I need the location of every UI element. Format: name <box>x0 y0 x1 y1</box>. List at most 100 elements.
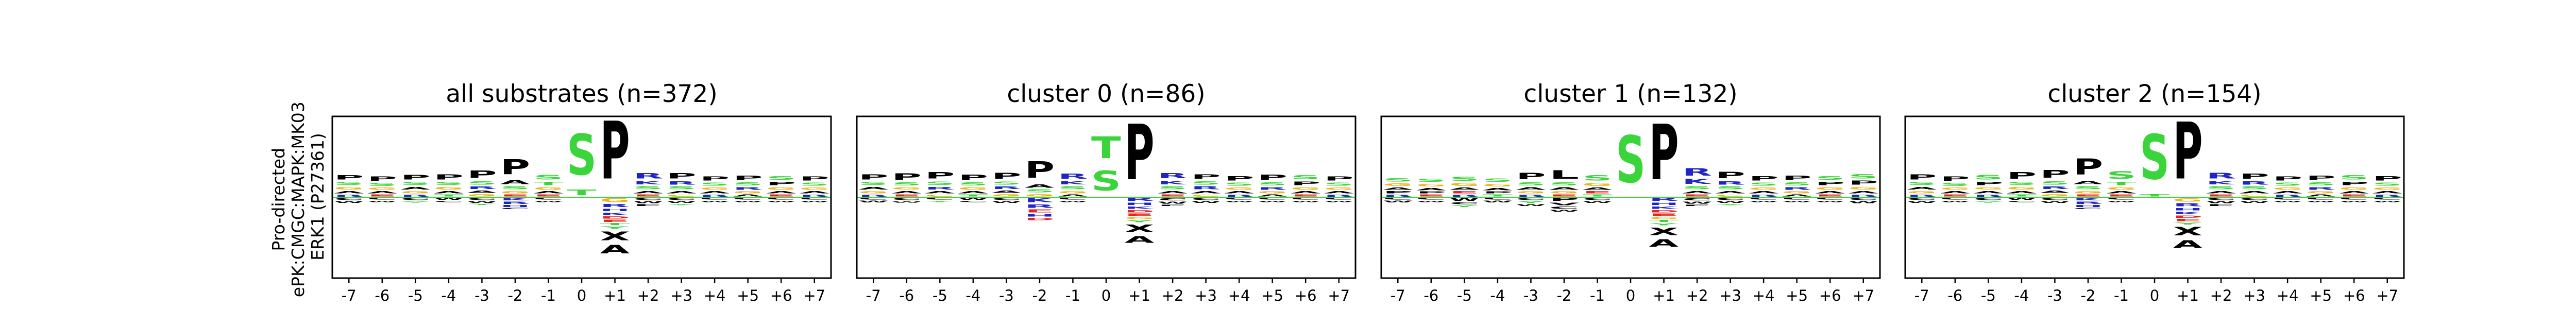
logo-letter: W <box>434 197 464 200</box>
x-tick-label: +4 <box>2277 287 2299 304</box>
logo-letter: P <box>2372 175 2402 182</box>
logo-letter: G <box>1749 187 1778 191</box>
logo-letter: C <box>1324 197 1354 200</box>
logo-letter: W <box>2106 200 2136 202</box>
panel-letters: RPAGSCWEPAGSCWREAGSWCYTPAGSCWRGASPCYWEGA… <box>1383 116 1878 249</box>
logo-letter: H <box>1025 214 1055 217</box>
x-tick-label: +4 <box>704 287 726 304</box>
logo-letter: W <box>1907 201 1937 203</box>
x-tick-label: -5 <box>933 287 947 304</box>
logo-letter: S <box>434 181 464 186</box>
logo-letter: G <box>1449 182 1479 187</box>
logo-letter: R <box>2240 180 2269 185</box>
x-tick-label: -6 <box>375 287 389 304</box>
logo-letter: C <box>2206 197 2236 201</box>
logo-letter: S <box>1582 174 1612 182</box>
logo-letter: C <box>500 208 530 210</box>
x-tick-label: -6 <box>1947 287 1962 304</box>
logo-letter: X <box>1649 226 1679 237</box>
logo-letter: S <box>766 175 796 181</box>
logo-letter: W <box>1682 201 1712 204</box>
logo-letter: P <box>1224 175 1254 182</box>
x-tick-label: -7 <box>342 287 357 304</box>
logo-letter: P <box>367 176 397 182</box>
logo-letter: S <box>1025 189 1055 194</box>
logo-letter: C <box>1907 197 1937 201</box>
logo-letter: S <box>400 181 430 186</box>
logo-letter: W <box>1849 201 1878 204</box>
logo-letter: C <box>733 197 763 200</box>
logo-letter: S <box>2306 181 2336 186</box>
logo-letter: P <box>600 105 630 197</box>
logo-letter: A <box>1224 191 1254 194</box>
logo-letter: W <box>892 201 922 203</box>
logo-letter: R <box>800 194 829 197</box>
logo-letter: A <box>2240 191 2269 194</box>
logo-letter: S <box>1091 166 1121 197</box>
logo-letter: C <box>2073 208 2103 210</box>
x-tick-label: -1 <box>541 287 556 304</box>
x-tick-label: -4 <box>1490 287 1505 304</box>
x-tick-label: +6 <box>1295 287 1317 304</box>
logo-letter: F <box>1158 204 1188 207</box>
logo-letter: T <box>1091 131 1121 166</box>
logo-letter: S <box>2106 169 2136 181</box>
logo-letter: E <box>367 194 397 197</box>
logo-letter: P <box>2306 175 2336 181</box>
logo-letter: E <box>600 219 630 223</box>
logo-letter: C <box>1058 197 1088 200</box>
logo-letter: S <box>1324 182 1354 187</box>
logo-letter: G <box>467 194 497 197</box>
logo-letter: Y <box>2173 222 2202 225</box>
logo-letter: C <box>2240 197 2269 201</box>
logo-letter: E <box>766 194 796 197</box>
logo-letter: R <box>334 194 364 197</box>
logo-letter: D <box>600 216 630 219</box>
logo-letter: D <box>1649 210 1679 213</box>
logo-letter: P <box>1383 191 1413 194</box>
logo-letter: G <box>2372 187 2402 191</box>
logo-letter: K <box>2206 180 2236 186</box>
x-tick-label: -3 <box>1523 287 1538 304</box>
logo-letter: R <box>1849 194 1878 197</box>
x-tick-label: +6 <box>770 287 792 304</box>
logo-letter: S <box>1973 173 2003 181</box>
logo-letter: W <box>367 200 397 202</box>
logo-letter: A <box>1682 191 1712 194</box>
logo-letter: C <box>892 197 922 201</box>
logo-letter: R <box>633 172 663 180</box>
logo-letter: P <box>1849 180 1878 186</box>
logo-letter: P <box>858 174 888 181</box>
logo-letter: W <box>1058 200 1088 202</box>
logo-letter: G <box>434 186 464 190</box>
logo-letter: S <box>1449 176 1479 182</box>
logo-letter: P <box>958 174 988 182</box>
logo-letter: R <box>1649 197 1679 202</box>
logo-letter: T <box>2007 194 2037 197</box>
logo-letter: W <box>1291 200 1320 202</box>
logo-letter: S <box>2372 182 2402 187</box>
logo-letter: R <box>1124 197 1154 202</box>
logo-letter: A <box>334 191 364 194</box>
logo-letter: S <box>2273 182 2302 187</box>
logo-letter: W <box>1383 200 1413 203</box>
logo-letter: C <box>1749 197 1778 200</box>
logo-letter: A <box>1582 187 1612 191</box>
logo-letter: W <box>1483 200 1513 203</box>
logo-letter: K <box>633 180 663 186</box>
logo-letter: C <box>1815 197 1845 200</box>
logo-letter: S <box>1191 180 1221 185</box>
logo-letter: C <box>1449 202 1479 205</box>
logo-letter: Y <box>1716 203 1745 206</box>
logo-letter: H <box>2173 208 2202 211</box>
logo-letter: K <box>2073 197 2104 201</box>
logo-panel-1: cluster 0 (n=86)RGASPCWEAGSPCWGARSPCYTAG… <box>856 80 1357 304</box>
logo-letter: R <box>1907 194 1937 197</box>
logo-letter: E <box>1649 213 1679 217</box>
logo-letter: G <box>1025 194 1055 197</box>
logo-letter: P <box>991 171 1021 181</box>
logo-letter: H <box>500 204 530 208</box>
logo-letter: C <box>2273 197 2302 200</box>
logo-letter: R <box>2273 194 2302 197</box>
